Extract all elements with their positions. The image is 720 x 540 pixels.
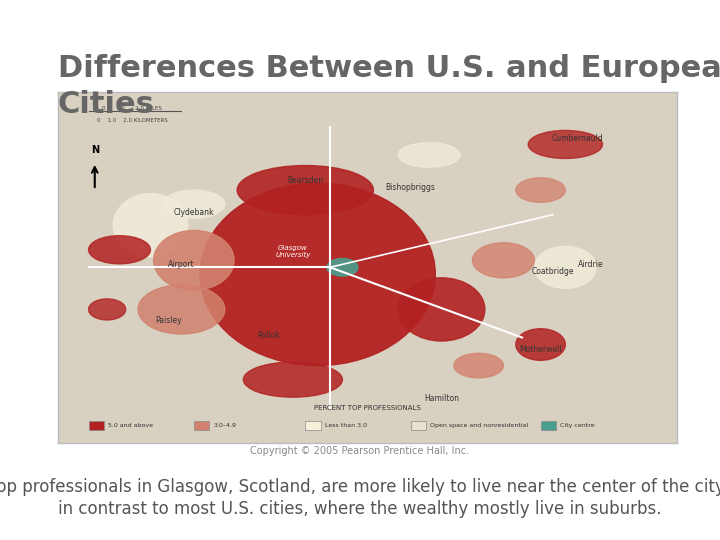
Ellipse shape <box>398 143 460 167</box>
Ellipse shape <box>237 165 374 214</box>
Text: Top professionals in Glasgow, Scotland, are more likely to live near the center : Top professionals in Glasgow, Scotland, … <box>0 478 720 496</box>
Text: Hamilton: Hamilton <box>424 394 459 403</box>
FancyBboxPatch shape <box>89 421 104 430</box>
Ellipse shape <box>200 183 436 366</box>
Text: Coatbridge: Coatbridge <box>531 267 575 276</box>
Ellipse shape <box>138 285 225 334</box>
Ellipse shape <box>534 246 596 288</box>
Text: Cumbernauld: Cumbernauld <box>552 134 603 143</box>
Text: in contrast to most U.S. cities, where the wealthy mostly live in suburbs.: in contrast to most U.S. cities, where t… <box>58 500 662 517</box>
Text: Bishopbriggs: Bishopbriggs <box>386 183 436 192</box>
Ellipse shape <box>454 353 503 378</box>
Text: Differences Between U.S. and European
Cities: Differences Between U.S. and European Ci… <box>58 54 720 119</box>
Ellipse shape <box>472 242 534 278</box>
Text: Clydebank: Clydebank <box>174 208 214 217</box>
Ellipse shape <box>243 362 343 397</box>
Ellipse shape <box>398 278 485 341</box>
Text: Airport: Airport <box>168 260 194 269</box>
Text: Pollok: Pollok <box>257 330 279 340</box>
Text: Motherwell: Motherwell <box>519 345 562 354</box>
Ellipse shape <box>89 299 126 320</box>
FancyBboxPatch shape <box>410 421 426 430</box>
Ellipse shape <box>516 329 565 360</box>
Text: Open space and nonresidential: Open space and nonresidential <box>431 423 528 428</box>
Ellipse shape <box>163 190 225 218</box>
Text: City centre: City centre <box>560 423 595 428</box>
Text: Less than 3.0: Less than 3.0 <box>325 423 367 428</box>
FancyBboxPatch shape <box>194 421 210 430</box>
Ellipse shape <box>153 231 234 290</box>
Ellipse shape <box>516 178 565 202</box>
Text: Paisley: Paisley <box>156 316 182 326</box>
Text: PERCENT TOP PROFESSIONALS: PERCENT TOP PROFESSIONALS <box>314 405 420 411</box>
Text: 0    1.0    2.0 KILOMETERS: 0 1.0 2.0 KILOMETERS <box>96 118 167 123</box>
Ellipse shape <box>528 130 603 159</box>
Text: Copyright © 2005 Pearson Prentice Hall, Inc.: Copyright © 2005 Pearson Prentice Hall, … <box>251 446 469 456</box>
FancyBboxPatch shape <box>541 421 556 430</box>
Text: 3.0–4.9: 3.0–4.9 <box>214 423 237 428</box>
Text: N: N <box>91 145 99 155</box>
Ellipse shape <box>89 235 150 264</box>
Text: Bearsden: Bearsden <box>287 176 323 185</box>
Text: 0      1.0      2.0 MILES: 0 1.0 2.0 MILES <box>102 106 162 111</box>
Text: Airdrie: Airdrie <box>577 260 603 269</box>
Ellipse shape <box>327 259 358 276</box>
FancyBboxPatch shape <box>305 421 321 430</box>
Ellipse shape <box>113 193 188 256</box>
Text: Glasgow
University: Glasgow University <box>275 245 310 258</box>
Text: 5.0 and above: 5.0 and above <box>109 423 153 428</box>
